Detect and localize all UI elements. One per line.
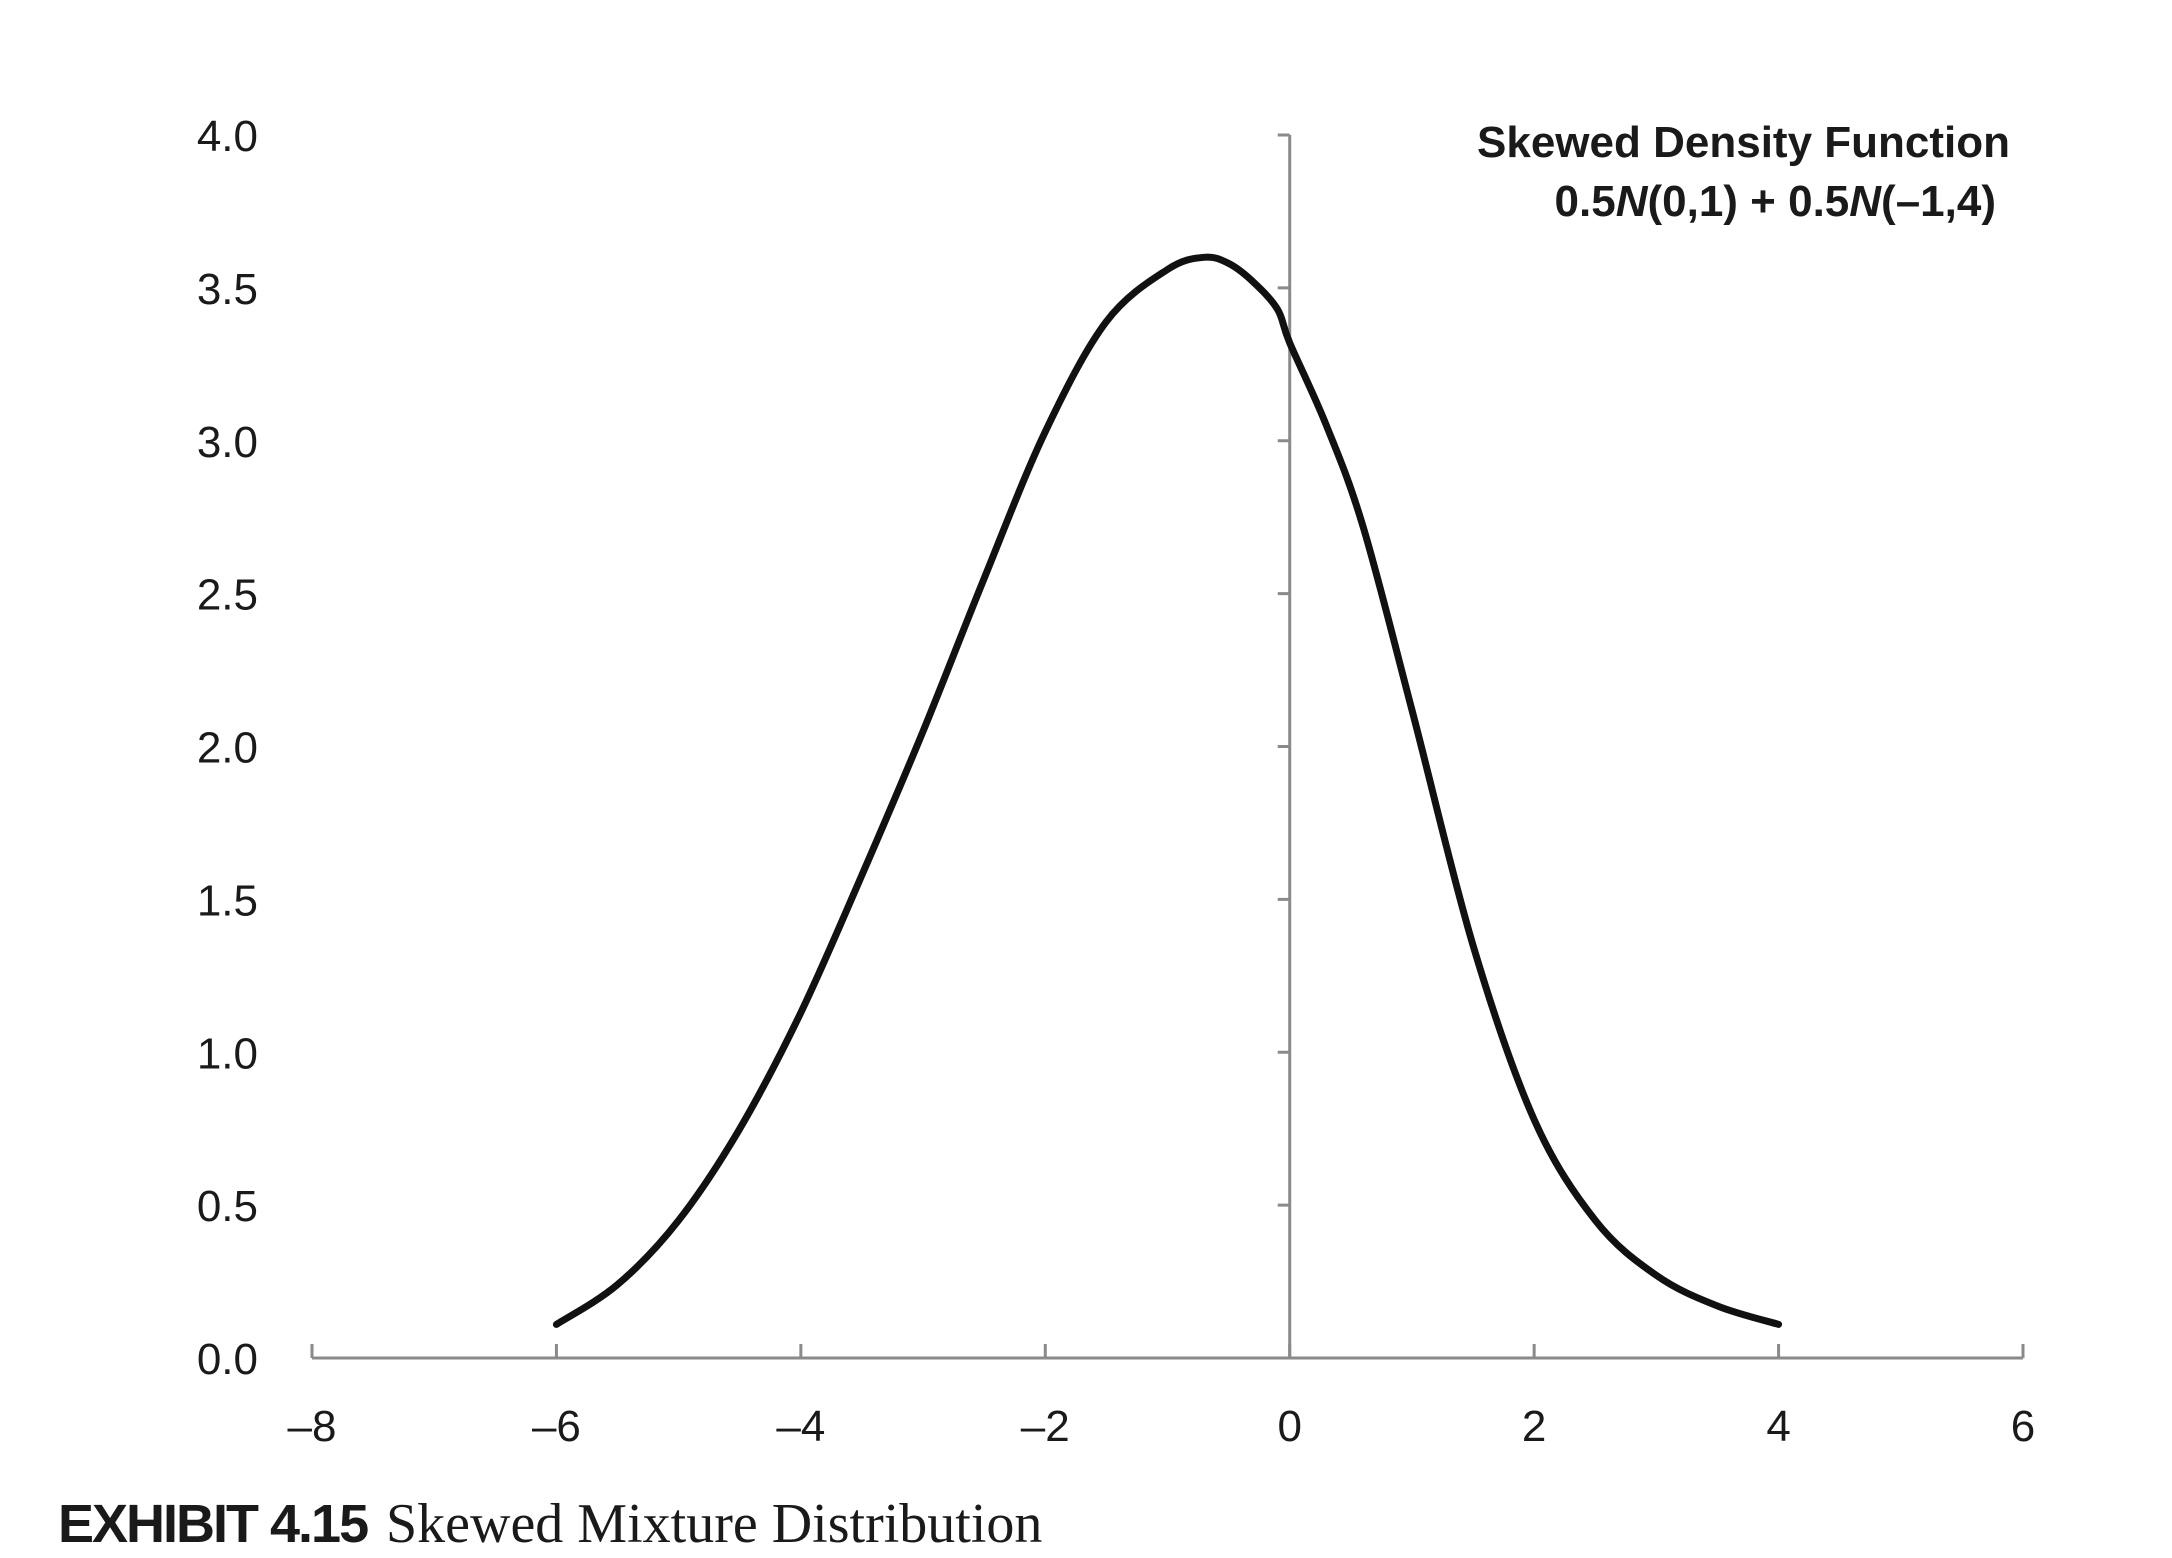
y-tick-label: 3.0: [197, 418, 258, 467]
exhibit-number: EXHIBIT 4.15: [58, 1494, 368, 1554]
legend: Skewed Density Function 0.5N(0,1) + 0.5N…: [1477, 118, 2010, 226]
subtitle-part-3: (0,1) + 0.5: [1647, 177, 1849, 226]
y-tick-label: 0.0: [197, 1335, 258, 1384]
subtitle-part-5: (–1,4): [1881, 177, 1996, 226]
subtitle-part-2: N: [1616, 177, 1649, 226]
y-tick-label: 0.5: [197, 1182, 258, 1231]
subtitle-part-1: 0.5: [1555, 177, 1616, 226]
ticks: –8 –6 –4 –2 0 2 4 6 0.0 0.5 1.0 1.5 2.0 2.5 3.0 3.5 4.0: [197, 112, 2035, 1451]
y-tick-label: 2.5: [197, 571, 258, 620]
x-tick-label: 4: [1766, 1402, 1790, 1451]
y-tick-label: 1.5: [197, 876, 258, 925]
x-tick-label: 6: [2011, 1402, 2035, 1451]
y-tick-label: 3.5: [197, 265, 258, 314]
x-tick-label: –4: [776, 1402, 825, 1451]
density-curve: [552, 253, 1783, 1328]
x-tick-label: 0: [1277, 1402, 1301, 1451]
x-tick-label: –2: [1021, 1402, 1070, 1451]
axes: [312, 135, 2023, 1360]
figure-caption: EXHIBIT 4.15 Skewed Mixture Distribution: [58, 1493, 1042, 1555]
chart-subtitle: 0.5N(0,1) + 0.5N(–1,4): [1555, 177, 1996, 226]
plot-area: [552, 253, 1783, 1328]
y-tick-label: 4.0: [197, 112, 258, 161]
exhibit-title: Skewed Mixture Distribution: [386, 1493, 1042, 1555]
y-tick-label: 2.0: [197, 724, 258, 773]
y-tick-label: 1.0: [197, 1029, 258, 1078]
x-tick-label: 2: [1522, 1402, 1546, 1451]
x-tick-label: –8: [288, 1402, 337, 1451]
chart-title: Skewed Density Function: [1477, 118, 2010, 167]
x-tick-label: –6: [532, 1402, 581, 1451]
subtitle-part-4: N: [1849, 177, 1882, 226]
